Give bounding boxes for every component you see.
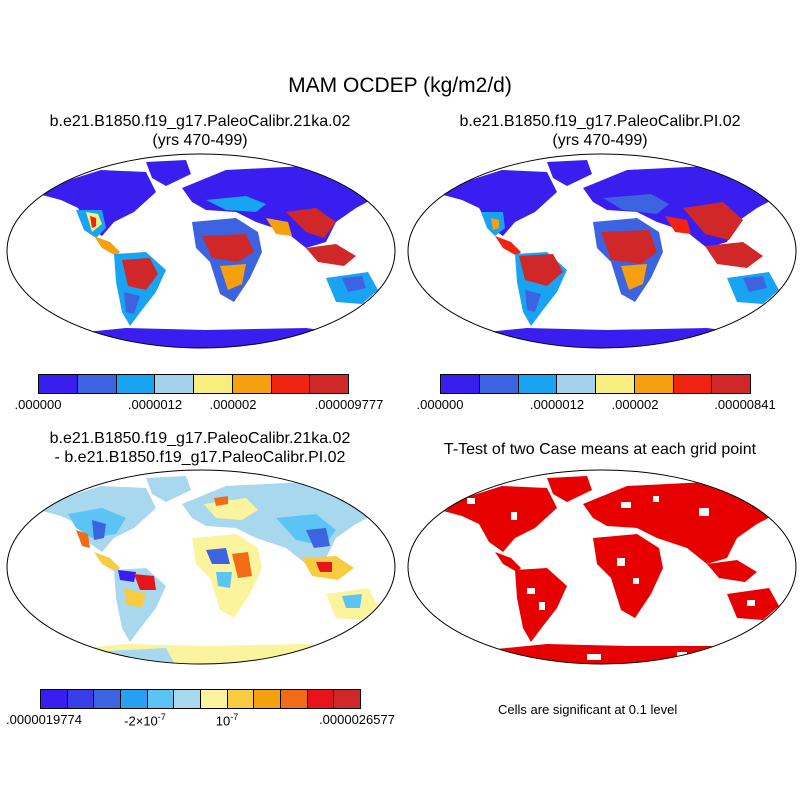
panel1-swatch [310, 375, 348, 393]
panel1-swatch [232, 375, 272, 393]
panel2-swatch [518, 375, 558, 393]
panel3-tick-exponent: -7 [230, 712, 239, 722]
panel3-tick-label: .0000019774 [6, 712, 82, 727]
panel2-title-line1: b.e21.B1850.f19_g17.PaleoCalibr.PI.02 [459, 113, 741, 130]
panel3-swatch [41, 690, 68, 708]
panel2-swatch [557, 375, 596, 393]
panel1-tick-label: .000009777 [314, 397, 384, 412]
significance-note: Cells are significant at 0.1 level [498, 702, 678, 717]
panel3-colorbar [40, 689, 361, 709]
panel3-swatch [201, 690, 228, 708]
panel2-swatch [441, 375, 480, 393]
panel3-swatch [307, 690, 335, 708]
panel1-swatch [271, 375, 311, 393]
panel1-tick-label: .000000 [14, 397, 62, 412]
panel3-tick-base: 10 [215, 713, 231, 729]
panel2-swatch [479, 375, 519, 393]
panel3-swatch [121, 690, 148, 708]
panel4-map [407, 469, 797, 665]
panel2-title-line2: (yrs 470-499) [552, 132, 648, 149]
panel3-tick-label: .0000026577 [319, 712, 395, 727]
panel2-swatch [712, 375, 750, 393]
panel1-map [6, 153, 396, 349]
panel3-swatch [147, 690, 175, 708]
panel1-swatch [39, 375, 78, 393]
panel1-tick-label: .0000012 [127, 397, 183, 412]
panel1-swatch [155, 375, 194, 393]
figure-title: MAM OCDEP (kg/m2/d) [288, 74, 512, 97]
panel3-map [6, 469, 396, 665]
panel1-title-line1: b.e21.B1850.f19_g17.PaleoCalibr.21ka.02 [49, 113, 351, 130]
panel3-swatch [227, 690, 255, 708]
panel3-tick-exponent: -7 [157, 712, 166, 722]
panel3-tick-base: -2×10 [124, 713, 158, 729]
panel1-swatch [194, 375, 233, 393]
panel2-tick-label: .000002 [611, 397, 659, 412]
panel2-map [407, 153, 797, 349]
panel3-swatch [94, 690, 122, 708]
panel2-swatch [596, 375, 635, 393]
panel2-swatch [673, 375, 713, 393]
panel1-tick-label: .000002 [209, 397, 257, 412]
panel3-swatch [281, 690, 308, 708]
panel1-swatch [116, 375, 156, 393]
panel2-colorbar [440, 374, 751, 394]
panel2-tick-label: .00000841 [714, 397, 776, 412]
panel4-title: T-Test of two Case means at each grid po… [443, 441, 757, 458]
panel3-title-line1: b.e21.B1850.f19_g17.PaleoCalibr.21ka.02 [49, 430, 351, 447]
panel3-swatch [254, 690, 282, 708]
panel2-tick-label: .0000012 [529, 397, 585, 412]
panel3-tick-label: 10-7 [216, 712, 238, 728]
panel1-title-line2: (yrs 470-499) [152, 132, 248, 149]
panel3-swatch [334, 690, 361, 708]
panel3-title-line2: - b.e21.B1850.f19_g17.PaleoCalibr.PI.02 [54, 449, 346, 466]
panel1-colorbar [38, 374, 349, 394]
panel1-swatch [77, 375, 117, 393]
panel3-swatch [174, 690, 202, 708]
panel3-tick-label: -2×10-7 [124, 712, 166, 728]
panel3-swatch [67, 690, 95, 708]
panel2-tick-label: .000000 [416, 397, 464, 412]
panel2-swatch [634, 375, 674, 393]
